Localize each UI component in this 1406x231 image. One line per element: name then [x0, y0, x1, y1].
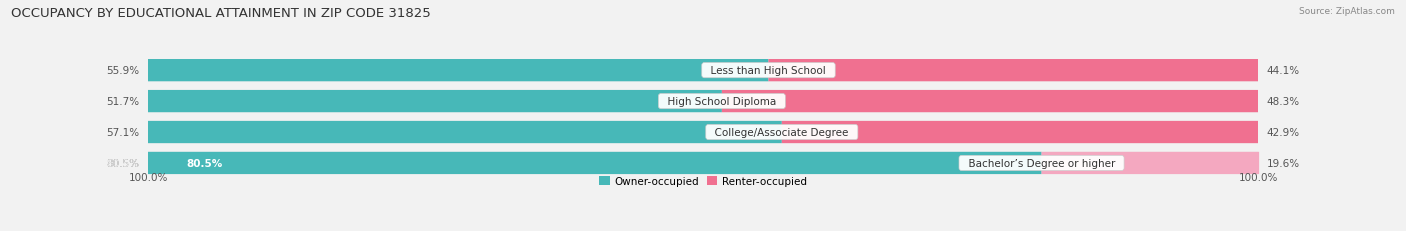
- Text: 44.1%: 44.1%: [1267, 66, 1301, 76]
- FancyBboxPatch shape: [148, 91, 1258, 113]
- Text: Source: ZipAtlas.com: Source: ZipAtlas.com: [1299, 7, 1395, 16]
- Legend: Owner-occupied, Renter-occupied: Owner-occupied, Renter-occupied: [599, 176, 807, 186]
- Text: Less than High School: Less than High School: [704, 66, 832, 76]
- FancyBboxPatch shape: [148, 60, 769, 82]
- FancyBboxPatch shape: [782, 121, 1258, 143]
- Text: 100.0%: 100.0%: [1239, 172, 1278, 182]
- Text: Bachelor’s Degree or higher: Bachelor’s Degree or higher: [962, 158, 1122, 168]
- FancyBboxPatch shape: [148, 152, 1258, 174]
- Text: 57.1%: 57.1%: [105, 128, 139, 137]
- Text: High School Diploma: High School Diploma: [661, 97, 783, 107]
- FancyBboxPatch shape: [148, 121, 1258, 143]
- Text: 100.0%: 100.0%: [128, 172, 167, 182]
- Text: College/Associate Degree: College/Associate Degree: [709, 128, 855, 137]
- Text: 42.9%: 42.9%: [1267, 128, 1301, 137]
- Text: OCCUPANCY BY EDUCATIONAL ATTAINMENT IN ZIP CODE 31825: OCCUPANCY BY EDUCATIONAL ATTAINMENT IN Z…: [11, 7, 432, 20]
- Text: 80.5%: 80.5%: [187, 158, 224, 168]
- FancyBboxPatch shape: [769, 60, 1258, 82]
- Text: 19.6%: 19.6%: [1267, 158, 1301, 168]
- FancyBboxPatch shape: [148, 152, 1042, 174]
- FancyBboxPatch shape: [148, 91, 721, 113]
- FancyBboxPatch shape: [1042, 152, 1260, 174]
- Text: 80.5%: 80.5%: [105, 158, 139, 168]
- Text: 80.5%: 80.5%: [105, 158, 139, 168]
- Text: 55.9%: 55.9%: [105, 66, 139, 76]
- Text: 48.3%: 48.3%: [1267, 97, 1301, 107]
- FancyBboxPatch shape: [148, 121, 782, 143]
- FancyBboxPatch shape: [148, 60, 1258, 82]
- Text: 51.7%: 51.7%: [105, 97, 139, 107]
- FancyBboxPatch shape: [721, 91, 1258, 113]
